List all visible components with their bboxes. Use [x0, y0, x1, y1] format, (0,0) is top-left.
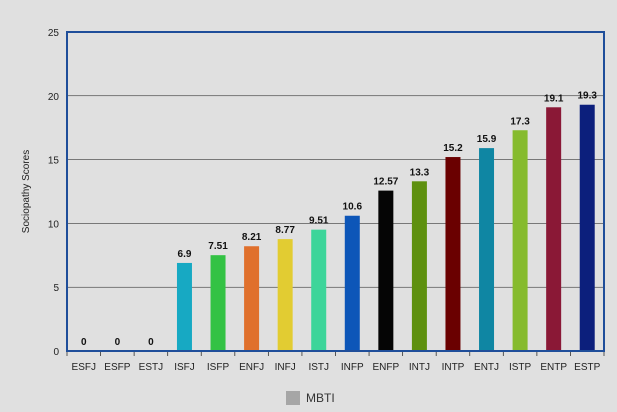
y-tick-label: 0 [53, 347, 59, 358]
bar-entj[interactable] [479, 148, 495, 351]
bar-intp[interactable] [445, 157, 461, 351]
data-label-istp: 17.3 [510, 116, 530, 127]
data-label-intj: 13.3 [410, 167, 430, 178]
bars [176, 104, 595, 352]
x-tick-label-infp: INFP [341, 362, 364, 373]
x-tick-label-entj: ENTJ [474, 362, 499, 373]
bar-estp[interactable] [579, 104, 595, 352]
x-tick-label-isfj: ISFJ [174, 362, 195, 373]
y-tick-label: 20 [48, 92, 60, 103]
x-tick-label-istj: ISTJ [308, 362, 329, 373]
legend-label: MBTI [306, 391, 335, 405]
x-tick-label-estj: ESTJ [139, 362, 163, 373]
y-axis-title: Sociopathy Scores [21, 150, 32, 233]
x-tick-label-intj: INTJ [409, 362, 430, 373]
data-label-entp: 19.1 [544, 93, 564, 104]
data-label-isfp: 7.51 [208, 241, 228, 252]
bar-enfp[interactable] [378, 190, 394, 351]
legend-swatch [286, 391, 300, 405]
x-tick-label-enfp: ENFP [373, 362, 400, 373]
data-label-esfj: 0 [81, 337, 87, 348]
x-tick-label-isfp: ISFP [207, 362, 230, 373]
bar-istj[interactable] [311, 229, 327, 351]
bar-isfj[interactable] [176, 262, 192, 351]
y-axis-tick-labels: 0 5 10 15 20 25 [48, 28, 60, 358]
bar-infp[interactable] [344, 215, 360, 351]
x-tick-label-intp: INTP [442, 362, 465, 373]
x-tick-label-esfp: ESFP [104, 362, 130, 373]
data-label-infj: 8.77 [275, 225, 295, 236]
y-tick-label: 15 [48, 156, 60, 167]
bar-enfj[interactable] [244, 246, 260, 351]
data-label-isfj: 6.9 [178, 249, 192, 260]
data-label-estp: 19.3 [577, 91, 597, 102]
x-tick-label-infj: INFJ [275, 362, 296, 373]
y-tick-label: 5 [53, 283, 59, 294]
x-tick-label-esfj: ESFJ [72, 362, 96, 373]
x-tick-label-enfj: ENFJ [239, 362, 264, 373]
data-label-istj: 9.51 [309, 216, 329, 227]
x-tick-label-entp: ENTP [540, 362, 567, 373]
y-tick-label: 10 [48, 219, 60, 230]
bar-istp[interactable] [512, 130, 528, 351]
data-label-esfp: 0 [115, 337, 121, 348]
data-label-enfp: 12.57 [373, 177, 398, 188]
data-labels: 0 0 0 6.9 7.51 8.21 8.77 9.51 10.6 12.57 13.3 15.2 1… [81, 91, 597, 348]
data-label-infp: 10.6 [343, 202, 363, 213]
bar-infj[interactable] [277, 239, 293, 351]
data-label-intp: 15.2 [443, 143, 463, 154]
x-tick-label-estp: ESTP [574, 362, 600, 373]
bar-entp[interactable] [546, 107, 562, 351]
data-label-estj: 0 [148, 337, 154, 348]
legend[interactable]: MBTI [286, 391, 335, 405]
x-axis-tick-labels: ESFJ ESFP ESTJ ISFJ ISFP ENFJ INFJ ISTJ INFP ENFP… [66, 351, 605, 373]
data-label-enfj: 8.21 [242, 232, 262, 243]
bar-isfp[interactable] [210, 255, 226, 351]
bar-intj[interactable] [411, 181, 427, 351]
data-label-entj: 15.9 [477, 134, 497, 145]
x-tick-label-istp: ISTP [509, 362, 532, 373]
plot-border [66, 31, 605, 352]
y-tick-label: 25 [48, 28, 60, 39]
